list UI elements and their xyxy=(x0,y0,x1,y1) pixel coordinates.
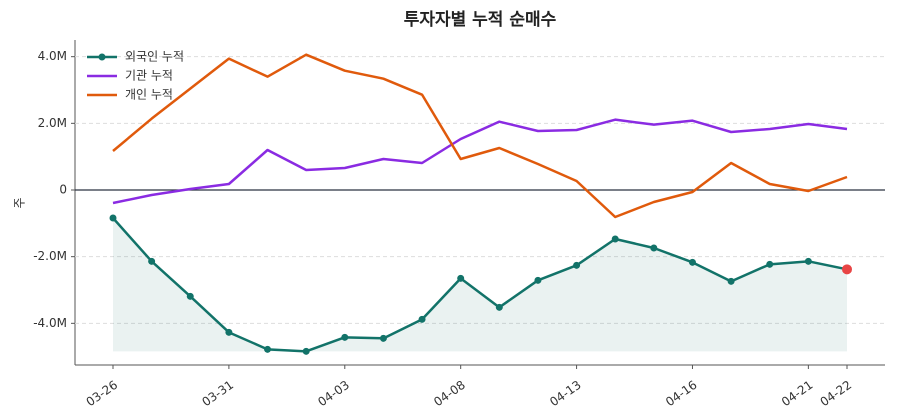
point xyxy=(495,303,503,311)
point xyxy=(804,257,812,265)
x-tick-label: 04-22 xyxy=(818,378,855,409)
x-tick-label: 04-16 xyxy=(663,378,700,409)
point xyxy=(842,264,852,275)
x-tick-label: 04-13 xyxy=(547,378,584,409)
x-tick-label: 03-26 xyxy=(84,378,121,409)
y-tick-label: 2.0M xyxy=(38,116,67,130)
y-tick-label: 0 xyxy=(59,183,67,197)
legend-marker xyxy=(98,53,106,61)
series-line xyxy=(112,118,848,205)
point xyxy=(727,277,735,285)
series-area xyxy=(113,218,847,352)
x-tick-label: 04-03 xyxy=(315,378,352,409)
x-tick-label: 03-31 xyxy=(199,378,236,409)
legend-label: 기관 누적 xyxy=(125,69,173,83)
x-tick-label: 04-08 xyxy=(431,378,468,409)
point xyxy=(148,257,156,265)
point xyxy=(766,260,774,268)
point xyxy=(418,315,426,323)
legend-label: 개인 누적 xyxy=(125,88,173,102)
series-line xyxy=(112,217,848,353)
point xyxy=(225,328,233,336)
point xyxy=(302,347,310,355)
point xyxy=(109,214,117,222)
y-tick-label: -2.0M xyxy=(33,249,67,263)
point xyxy=(264,345,272,353)
point xyxy=(457,274,465,282)
point xyxy=(611,235,619,243)
y-axis-label: 주 xyxy=(13,197,27,208)
point xyxy=(379,334,387,342)
y-tick-label: 4.0M xyxy=(38,49,67,63)
point xyxy=(341,333,349,341)
chart-title: 투자자별 누적 순매수 xyxy=(404,10,557,30)
y-tick-label: -4.0M xyxy=(33,316,67,330)
point xyxy=(534,276,542,284)
point xyxy=(186,292,194,300)
legend-label: 외국인 누적 xyxy=(125,50,184,64)
point xyxy=(650,244,658,252)
point xyxy=(688,258,696,266)
x-tick-label: 04-21 xyxy=(779,378,816,409)
point xyxy=(573,261,581,269)
series-line xyxy=(112,53,848,219)
